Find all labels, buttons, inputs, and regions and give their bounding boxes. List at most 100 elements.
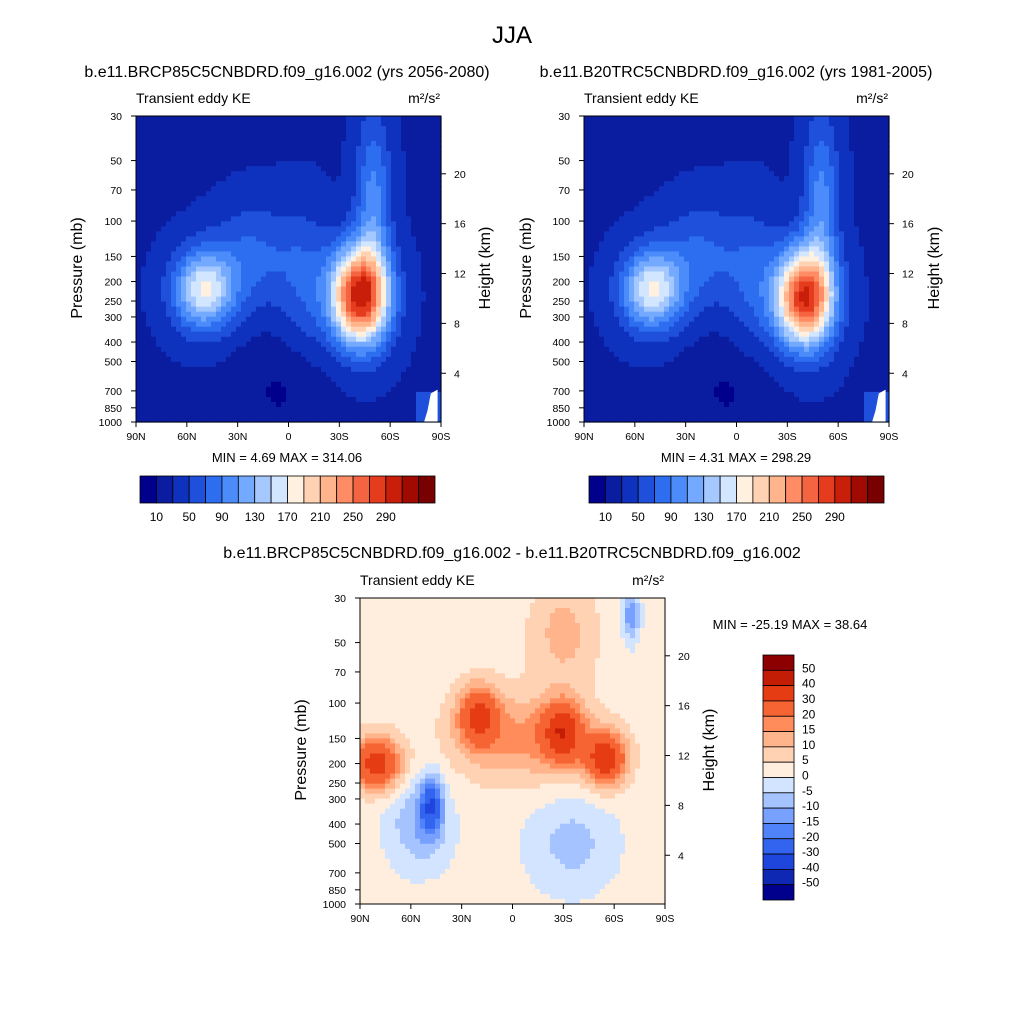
field-cell — [416, 136, 422, 142]
field-cell — [634, 331, 640, 338]
y-tick-label: 100 — [104, 216, 122, 228]
field-cell — [629, 321, 635, 328]
field-cell — [401, 266, 407, 273]
field-cell — [146, 221, 152, 227]
field-cell — [401, 381, 407, 388]
field-cell — [619, 271, 625, 278]
field-cell — [181, 261, 187, 268]
field-cell — [291, 316, 297, 323]
field-cell — [326, 351, 332, 358]
field-cell — [371, 376, 377, 383]
field-cell — [644, 236, 650, 243]
field-cell — [281, 311, 287, 318]
field-cell — [146, 261, 152, 268]
field-cell — [146, 236, 152, 243]
field-cell — [301, 266, 307, 273]
field-cell — [639, 171, 645, 177]
field-cell — [649, 251, 655, 258]
field-cell — [336, 126, 342, 132]
field-cell — [421, 131, 427, 137]
field-cell — [161, 186, 167, 192]
field-cell — [436, 176, 442, 182]
field-cell — [176, 291, 182, 298]
field-cell — [634, 141, 640, 147]
colorbar-box — [369, 475, 387, 504]
field-cell — [141, 416, 147, 423]
field-cell — [381, 176, 387, 182]
field-cell — [634, 356, 640, 363]
field-cell — [236, 411, 242, 418]
field-cell — [186, 226, 192, 232]
field-cell — [649, 396, 655, 403]
field-cell — [624, 341, 630, 348]
field-cell — [216, 361, 222, 368]
field-cell — [351, 366, 357, 373]
field-cell — [316, 246, 322, 253]
field-cell — [241, 286, 247, 293]
field-cell — [256, 401, 262, 408]
field-cell — [151, 116, 157, 122]
field-cell — [171, 151, 177, 157]
field-cell — [306, 301, 312, 308]
field-cell — [196, 201, 202, 207]
field-cell — [614, 186, 620, 192]
field-cell — [306, 306, 312, 313]
field-cell — [141, 246, 147, 253]
field-cell — [396, 341, 402, 348]
field-cell — [396, 246, 402, 253]
field-cell — [421, 276, 427, 283]
field-cell — [371, 346, 377, 353]
field-cell — [326, 141, 332, 147]
field-cell — [331, 211, 337, 217]
field-cell — [361, 316, 367, 323]
field-cell — [191, 231, 197, 237]
field-cell — [371, 286, 377, 293]
field-cell — [146, 366, 152, 373]
field-cell — [624, 286, 630, 293]
field-cell — [361, 211, 367, 217]
field-cell — [141, 376, 147, 383]
field-cell — [216, 156, 222, 162]
field-cell — [246, 381, 252, 388]
field-cell — [421, 216, 427, 222]
field-cell — [206, 386, 212, 393]
field-cell — [186, 196, 192, 202]
field-cell — [416, 166, 422, 172]
field-cell — [341, 166, 347, 172]
field-cell — [346, 156, 352, 162]
field-cell — [141, 176, 147, 182]
field-cell — [296, 411, 302, 418]
field-cell — [271, 116, 277, 122]
field-cell — [301, 281, 307, 288]
field-cell — [351, 416, 357, 423]
field-cell — [386, 151, 392, 157]
field-cell — [436, 136, 442, 142]
field-cell — [276, 236, 282, 243]
field-cell — [366, 191, 372, 197]
field-cell — [276, 416, 282, 423]
field-cell — [201, 271, 207, 278]
field-cell — [261, 331, 267, 338]
field-cell — [296, 181, 302, 187]
field-cell — [659, 146, 665, 152]
field-cell — [276, 306, 282, 313]
field-cell — [326, 386, 332, 393]
field-cell — [629, 131, 635, 137]
field-cell — [326, 376, 332, 383]
field-cell — [629, 306, 635, 313]
field-cell — [411, 221, 417, 227]
field-cell — [619, 291, 625, 298]
field-cell — [629, 276, 635, 283]
x-tick-label: 0 — [286, 431, 292, 443]
field-cell — [604, 156, 610, 162]
panel-1: b.e11.BRCP85C5CNBDRD.f09_g16.002 (yrs 20… — [69, 64, 494, 524]
field-cell — [664, 301, 670, 308]
field-cell — [141, 126, 147, 132]
field-cell — [151, 121, 157, 127]
field-cell — [584, 361, 590, 368]
field-cell — [609, 286, 615, 293]
field-cell — [421, 361, 427, 368]
field-cell — [251, 291, 257, 298]
field-cell — [326, 401, 332, 408]
